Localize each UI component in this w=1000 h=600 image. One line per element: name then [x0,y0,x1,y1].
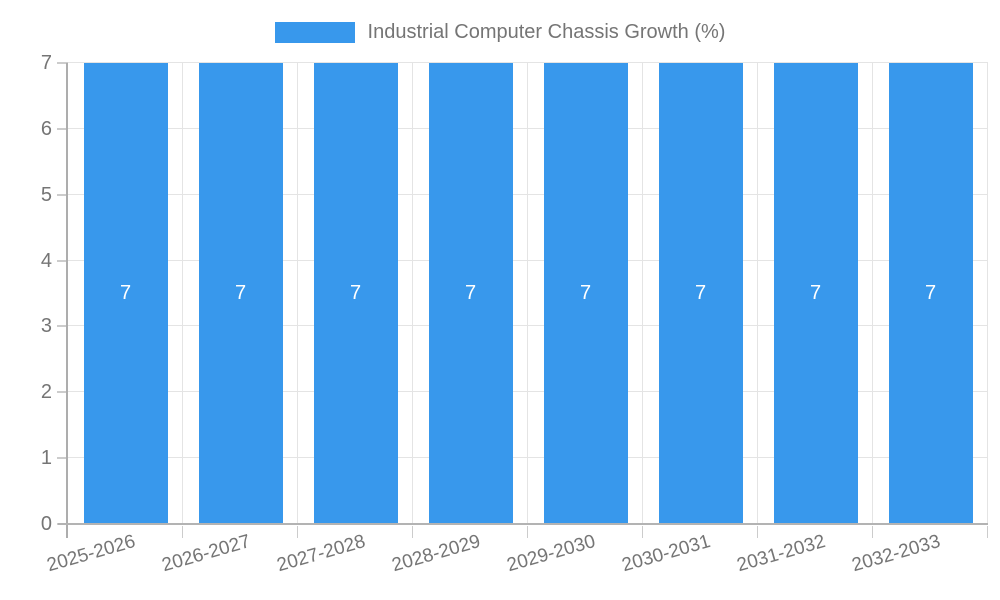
bar-2025-2026[interactable]: 7 [83,63,168,524]
plot-area: 7 7 7 7 7 7 7 7 [68,62,988,524]
chart-legend[interactable]: Industrial Computer Chassis Growth (%) [0,21,1000,43]
v-gridline [757,63,758,524]
y-tick-label: 1 [40,447,52,470]
v-gridline [182,63,183,524]
bar-value-label: 7 [349,282,362,304]
x-tick-mark [182,526,183,538]
h-gridline [68,62,988,63]
y-tick-label: 2 [40,381,52,404]
x-tick-mark [757,526,758,538]
h-gridline [68,391,988,393]
bar-2026-2027[interactable]: 7 [198,63,283,524]
x-axis-line [58,523,988,525]
y-axis-line [66,63,68,538]
v-gridline [987,63,988,524]
x-tick-mark [987,526,988,538]
x-tick-mark [642,526,643,538]
y-tick-label: 6 [40,117,52,140]
y-tick-mark [57,193,68,196]
v-gridline [872,63,873,524]
bar-2028-2029[interactable]: 7 [428,63,513,524]
x-tick-mark [412,526,413,538]
x-tick-mark [872,526,873,538]
y-tick-mark [57,127,68,130]
bar-value-label: 7 [234,282,247,304]
legend-label: Industrial Computer Chassis Growth (%) [367,20,726,43]
h-gridline [68,325,988,327]
y-tick-mark [57,62,68,64]
h-gridline [68,457,988,459]
v-gridline [527,63,528,524]
v-gridline [642,63,643,524]
y-tick-mark [57,259,68,262]
y-tick-label: 7 [40,52,52,74]
y-tick-label: 0 [40,513,52,535]
legend-color-swatch [274,21,355,43]
bar-value-label: 7 [119,282,132,304]
v-gridline [297,63,298,524]
y-tick-mark [57,391,68,394]
x-tick-mark [527,526,528,538]
bar-value-label: 7 [694,282,707,304]
y-tick-label: 5 [40,183,52,206]
bar-value-label: 7 [464,282,477,304]
h-gridline [68,127,988,129]
h-gridline [68,193,988,195]
bar-2031-2032[interactable]: 7 [773,63,858,524]
bar-2029-2030[interactable]: 7 [543,63,628,524]
bar-2030-2031[interactable]: 7 [658,63,743,524]
v-gridline [412,63,413,524]
bar-value-label: 7 [579,282,592,304]
bar-2027-2028[interactable]: 7 [313,63,398,524]
y-tick-mark [57,325,68,328]
bar-2032-2033[interactable]: 7 [888,63,973,524]
y-tick-mark [57,457,68,460]
h-gridline [68,259,988,261]
y-tick-label: 3 [40,315,52,338]
y-tick-label: 4 [40,249,52,272]
bar-value-label: 7 [809,282,822,304]
x-tick-mark [297,526,298,538]
bar-value-label: 7 [924,282,937,304]
